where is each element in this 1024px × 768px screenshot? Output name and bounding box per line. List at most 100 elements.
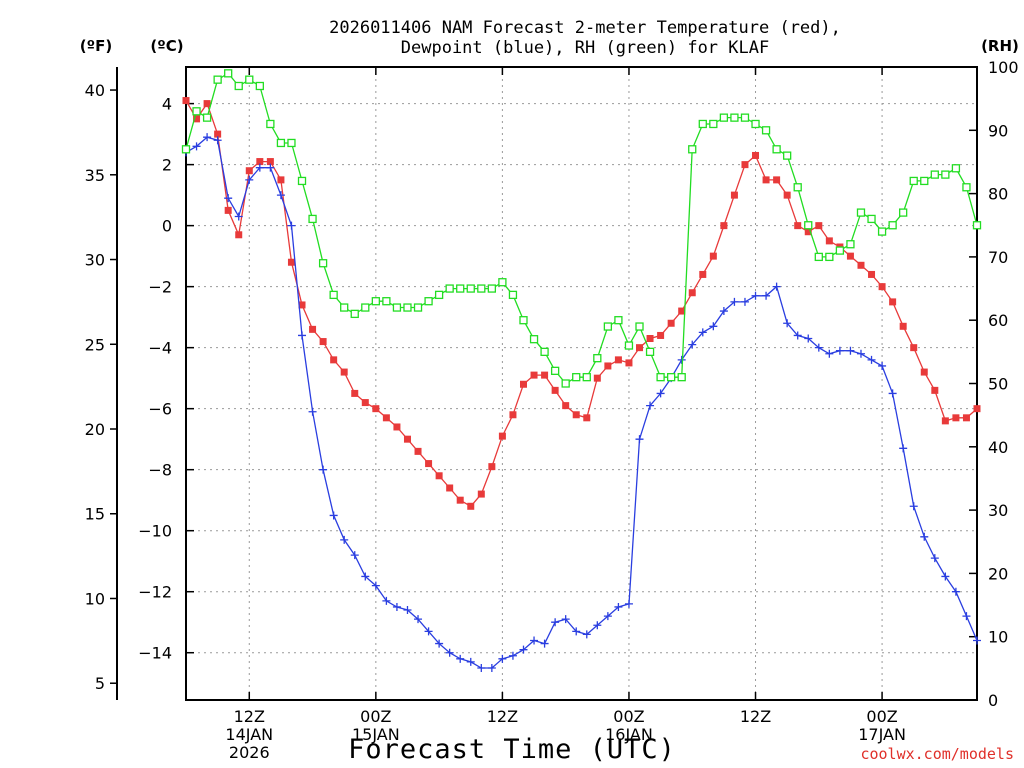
dewpoint-point [899,444,908,453]
dewpoint-point [308,407,317,416]
x-tick-label: 12Z [740,707,771,726]
rh-tick-label: 70 [988,248,1008,267]
temperature-point [857,261,865,269]
dewpoint-point [593,621,602,630]
celsius-tick-label: −14 [138,644,172,663]
rh-point [645,347,655,357]
fahrenheit-tick-label: 40 [85,81,105,100]
temperature-point [583,414,591,422]
temperature-point [825,237,833,245]
dewpoint-point [825,349,834,358]
fahrenheit-tick-label: 20 [85,420,105,439]
temperature-point [625,359,633,367]
rh-point [266,119,275,129]
temperature-point [435,472,443,480]
dewpoint-point [698,328,707,337]
dewpoint-point [551,618,560,627]
dewpoint-point [287,221,296,230]
dewpoint-point [888,389,897,398]
temperature-point [868,270,876,278]
temperature-point [403,435,411,443]
rh-point [224,69,233,78]
fahrenheit-tick-label: 10 [85,589,105,608]
series-dewpoint [182,133,981,672]
rh-point [972,221,982,230]
rh-point [804,221,813,230]
dewpoint-point [540,639,549,648]
temperature-point [182,97,190,105]
rh-point [350,309,359,319]
rh-point [308,214,317,224]
rh-point [245,75,254,84]
dewpoint-point [192,142,201,151]
rh-point [540,347,549,357]
rh-point [434,290,444,300]
chart-title-line-1: 2026011406 NAM Forecast 2-meter Temperat… [329,18,841,38]
rh-point [593,354,602,363]
rh-point [962,183,971,192]
rh-point [297,176,307,186]
dewpoint-point [846,346,855,355]
series-line-rh [185,72,978,385]
rh-tick-label: 60 [988,311,1008,330]
rh-point [920,176,929,186]
rh-point [603,322,613,331]
rh-point [192,107,201,116]
series-line-temperature [185,100,978,508]
rh-point [730,113,739,122]
temperature-point [804,228,812,236]
dewpoint-point [920,532,929,541]
dewpoint-point [245,175,254,184]
dewpoint-point [255,163,264,172]
dewpoint-point [203,133,212,142]
temperature-point [604,362,612,370]
temperature-point [266,158,274,166]
dewpoint-point [624,599,633,608]
x-tick-label: 00Z [613,707,644,726]
dewpoint-point [740,297,749,306]
rh-point [814,252,823,262]
fahrenheit-tick-label: 30 [85,251,105,270]
temperature-point [214,130,222,138]
dewpoint-point [276,191,285,200]
temperature-point [878,283,886,291]
dewpoint-point [973,636,981,645]
series-rh [181,69,982,388]
rh-point [719,113,729,122]
rh-point [698,119,707,129]
rh-point [424,297,433,306]
celsius-unit-label: (ºC) [150,37,183,55]
temperature-point [973,405,981,413]
dewpoint-point [793,331,802,340]
rh-point [677,373,686,382]
x-tick-label: 17JAN [858,725,906,744]
dewpoint-point [498,654,507,663]
temperature-point [657,331,665,339]
rh-point [835,246,845,255]
temperature-point [193,115,201,123]
chart-title-line-2: Dewpoint (blue), RH (green) for KLAF [401,38,769,58]
rh-point [856,208,866,217]
rh-point [572,373,581,382]
rh-tick-label: 80 [988,185,1008,204]
x-tick-label: 12Z [487,707,518,726]
temperature-point [762,176,770,184]
data-series [181,69,982,672]
temperature-point [941,417,949,425]
rh-point [466,284,475,293]
temperature-point [614,356,622,364]
dewpoint-point [603,612,612,621]
temperature-point [952,414,960,422]
dewpoint-point [772,282,781,291]
temperature-point [277,176,285,184]
credit-text: coolwx.com/models [860,745,1014,763]
temperature-point [530,371,538,379]
temperature-point [783,191,791,199]
rh-point [371,297,380,306]
rh-point [867,214,876,224]
dewpoint-point [224,194,233,203]
rh-point [899,208,908,217]
dewpoint-point [677,355,686,364]
dewpoint-point [835,346,844,355]
temperature-point [688,289,696,297]
